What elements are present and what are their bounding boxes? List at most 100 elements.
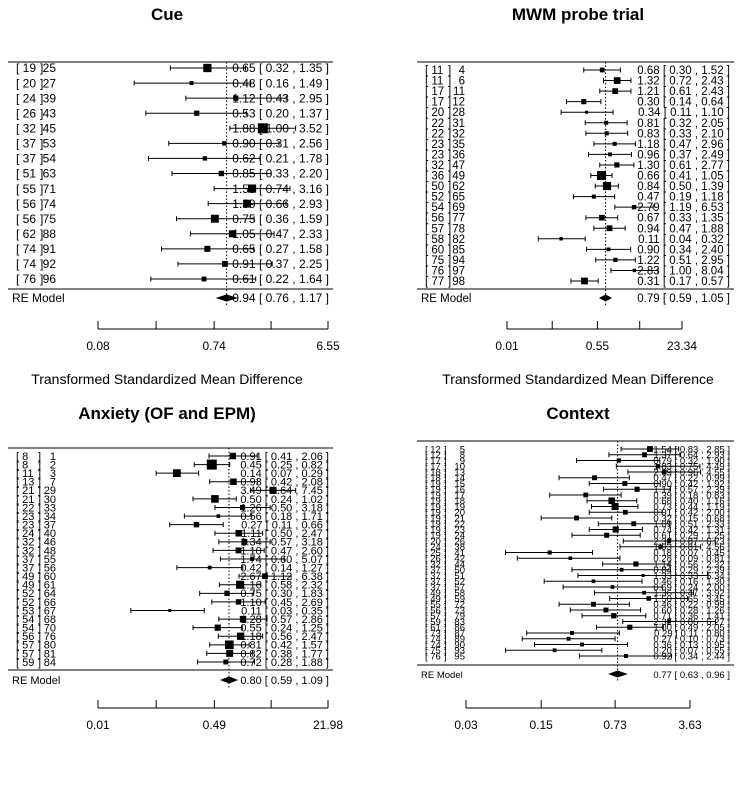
x-axis: 0.08 0.74 6.55 [86,321,340,353]
study-id: [ 49 [16,571,34,583]
study-id: [ 74 [16,242,36,256]
study-id: [ 56 [16,212,36,226]
point-estimate-square [207,565,212,570]
study-experiment-id: 32 [452,128,465,140]
study-id: [ 21 [16,485,34,497]
study-id: [ 77 [425,276,444,288]
point-estimate-square [552,648,557,653]
study-experiment-id: 60 [44,571,56,583]
point-estimate-square [632,268,637,273]
estimate-ci-text: 1.12 [ 0.43 , 2.95 ] [232,91,329,105]
study-bracket: ] [444,502,447,513]
point-estimate-square [206,459,217,470]
point-estimate-square [262,573,268,580]
study-bracket: ] [38,648,41,660]
study-id: [ 37 [16,562,34,574]
tick-label: 23.34 [667,339,697,353]
study-row: [ 19] 17 0.39 [ 0.18 , 0.83 ] [425,490,730,501]
estimate-ci-text: 0.90 [ 0.42 , 1.92 ] [653,479,730,490]
point-estimate-square [616,458,621,463]
estimate-ci-text: 1.53 [ 0.74 , 3.16 ] [232,182,329,196]
study-id: [ 19 [425,479,441,490]
study-experiment-id: 54 [43,152,57,166]
estimate-ci-text: 0.39 [ 0.18 , 0.83 ] [653,490,730,501]
study-row: [ 24] 38 1.93 [ 0.81 , 4.56 ] [425,542,730,553]
point-estimate-square [172,469,181,478]
study-row: [ 13] 7 0.93 [ 0.42 , 2.08 ] [16,477,329,489]
summary-diamond [608,670,628,678]
study-row: [ 19] 19 0.73 [ 0.44 , 1.19 ] [425,502,730,513]
study-bracket: ] [448,160,451,172]
x-axis-label: Transformed Standardized Mean Difference [31,371,303,387]
point-estimate-square [235,599,242,605]
study-id: [ 17 [425,86,444,98]
estimate-ci-text: 1.37 [ 0.64 , 2.93 ] [653,450,730,461]
study-id: [ 57 [16,640,34,652]
study-row: [ 19] 24 0.61 [ 0.29 , 1.25 ] [425,531,730,542]
point-estimate-square [612,526,619,533]
re-model-label: RE Model [421,670,463,681]
study-row: [ 56] 76 1.18 [ 0.56 , 2.47 ] [16,631,329,643]
study-id: [ 57 [16,648,34,660]
estimate-ci-text: 0.14 [ 0.07 , 0.29 ] [240,468,329,480]
study-id: [ 55 [16,182,36,196]
study-experiment-id: 51 [454,571,465,582]
re-model-row: RE Model 0.94 [ 0.76 , 1.17 ] [12,291,329,305]
study-row: [ 19] 20 0.91 [ 0.42 , 2.00 ] [425,508,730,519]
point-estimate-square [591,194,596,199]
study-experiment-id: 31 [452,118,465,130]
estimate-ci-text: 0.30 [ 0.14 , 0.64 ] [637,97,730,109]
study-experiment-id: 53 [43,137,57,151]
point-estimate-square [581,99,587,105]
estimate-ci-text: 1.33 [ 0.33 , 5.34 ] [653,571,730,582]
study-row: [ 54] 69 2.79 [ 1.19 , 6.53 ] [425,202,730,214]
estimate-ci-text: 0.90 [ 0.31 , 2.56 ] [232,137,329,151]
study-experiment-id: 92 [43,257,57,271]
point-estimate-square [642,452,647,458]
study-experiment-id: 6 [459,76,465,88]
study-id: [ 61 [425,623,441,634]
estimate-ci-text: 1.30 [ 0.61 , 2.77 ] [637,160,730,172]
study-bracket: ] [38,468,41,480]
study-experiment-id: 30 [44,494,56,506]
study-row: [ 76] 97 2.83 [ 1.00 , 8.04 ] [425,265,730,277]
estimate-ci-text: 1.14 [ 0.56 , 2.32 ] [653,559,730,570]
study-id: [ 20 [425,536,441,547]
estimate-ci-text: 0.18 [ 0.07 , 0.45 ] [653,548,730,559]
study-experiment-id: 49 [452,171,465,183]
study-bracket: ] [444,462,447,473]
study-row: [ 75] 94 1.22 [ 0.51 , 2.95 ] [425,255,730,267]
study-bracket: ] [444,513,447,524]
study-row: [ 74] 89 0.27 [ 0.10 , 0.73 ] [425,634,730,645]
re-model-estimate-text: 0.94 [ 0.76 , 1.17 ] [232,291,329,305]
point-estimate-square [627,624,633,630]
study-id: [ 19 [425,525,441,536]
forest-plot: [ 8] 1 0.91 [ 0.41 , 2.06 ] [ 8] 2 0.45 [ 0.2… [8,447,343,732]
study-row: [ 8] 2 0.45 [ 0.25 , 0.82 ] [16,459,329,471]
point-estimate-square [250,557,255,561]
study-experiment-id: 80 [44,640,56,652]
study-bracket: ] [40,182,43,196]
study-experiment-id: 11 [453,86,465,98]
study-row: [ 50] 62 0.84 [ 0.50 , 1.39 ] [425,181,730,193]
study-experiment-id: 16 [454,485,465,496]
study-id: [ 19 [16,61,36,75]
panel-title: MWM probe trial [512,5,644,24]
study-row: [ 19] 15 0.90 [ 0.42 , 1.92 ] [425,479,730,490]
estimate-ci-text: 0.11 [ 0.03 , 0.35 ] [241,605,329,617]
study-bracket: ] [40,197,43,211]
study-row: [ 57] 79 0.71 [ 0.36 , 1.41 ] [425,611,730,622]
study-bracket: ] [448,213,451,225]
study-row: [ 56] 74 1.39 [ 0.66 , 2.93 ] [16,197,329,211]
study-id: [ 56 [16,631,34,643]
study-bracket: ] [444,577,447,588]
study-row: [ 20] 26 2.32 [ 0.87 , 6.23 ] [425,536,730,547]
study-experiment-id: 39 [43,91,57,105]
study-id: [ 58 [425,234,444,246]
study-bracket: ] [448,244,451,256]
study-row: [ 12] 5 1.54 [ 0.83 , 2.85 ] [425,444,730,455]
study-bracket: ] [444,640,447,651]
study-row: [ 37] 51 1.33 [ 0.33 , 5.34 ] [425,571,730,582]
study-id: [ 59 [16,657,34,669]
point-estimate-square [233,95,239,101]
